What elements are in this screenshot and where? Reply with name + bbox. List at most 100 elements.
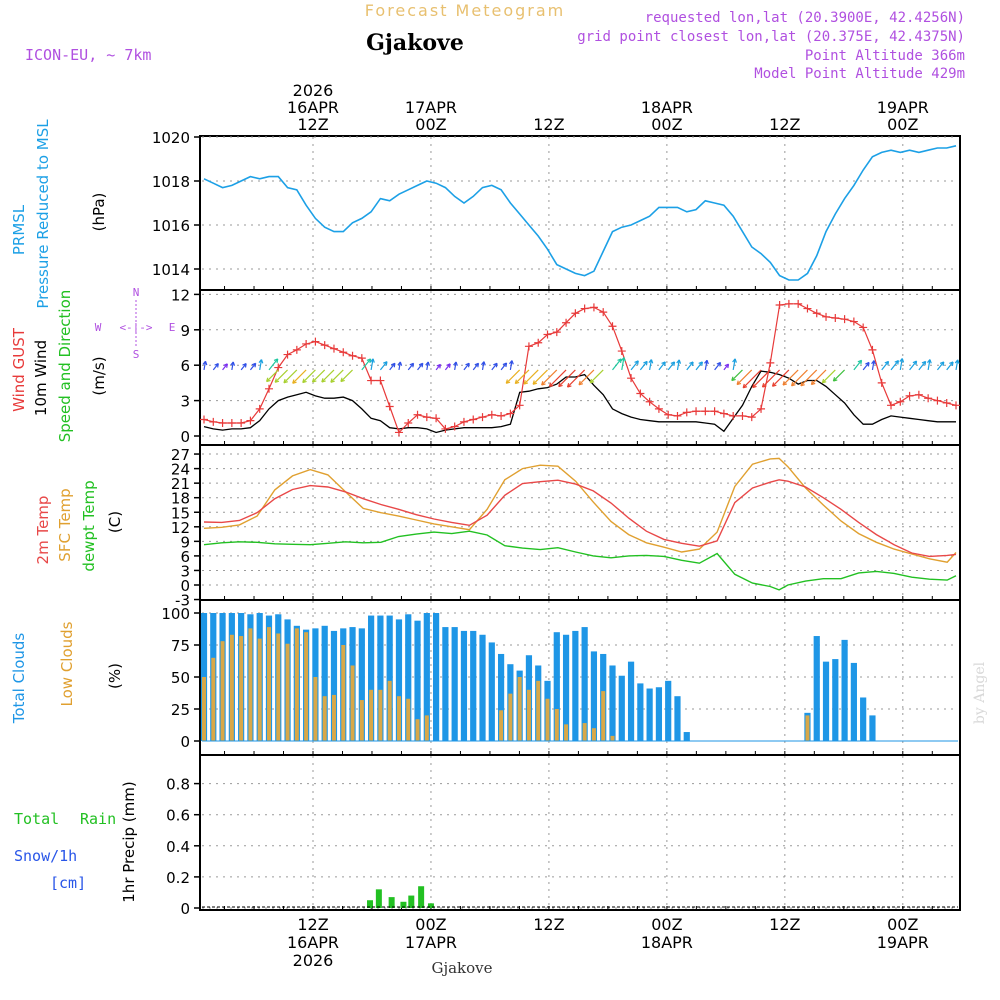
wind-gust-marker (394, 428, 403, 437)
wind-direction-arrowhead (954, 359, 960, 364)
wind-direction-arrow (881, 361, 889, 371)
low-cloud-bar (396, 696, 401, 741)
wind-direction-arrow (361, 358, 372, 371)
wind-direction-arrowhead (446, 363, 451, 368)
wind-direction-arrowhead (871, 360, 876, 365)
low-cloud-bar (285, 643, 290, 741)
wind-gust-marker (552, 328, 561, 337)
wind-direction-arrow (810, 369, 827, 385)
wind-direction-arrow (736, 369, 753, 385)
rain-bar (427, 903, 434, 908)
wind-legend-gust: Wind GUST (10, 327, 28, 412)
bottom-date-label: 00Z (651, 915, 682, 934)
wind-gust-marker (673, 411, 682, 420)
requested-coords: requested lon,lat (20.3900E, 42.4256N) (645, 10, 965, 26)
clouds-ytick-label: 50 (171, 669, 190, 687)
wind-direction-arrow (853, 359, 862, 371)
wind-gust-marker (784, 299, 793, 308)
low-cloud-bar (564, 724, 569, 741)
total-cloud-bar (460, 630, 468, 741)
low-cloud-bar (601, 691, 606, 741)
wind-direction-arrowhead (810, 380, 816, 386)
wind-gust-marker (849, 317, 858, 326)
wind-gust-marker (682, 408, 691, 417)
total-cloud-bar (488, 642, 495, 741)
precip-frame (199, 754, 961, 911)
wind-direction-arrow (567, 369, 586, 388)
wind-direction-arrow (491, 362, 498, 371)
low-cloud-bar (536, 680, 541, 741)
total-cloud-bar (386, 615, 393, 741)
dewpt-temp-line (203, 530, 957, 591)
temp-legend-dewpt: dewpt Temp (80, 480, 98, 571)
wind-gust-marker (840, 315, 849, 324)
temperature-ytick-label: 15 (171, 504, 190, 522)
low-cloud-bar (517, 677, 522, 741)
temperature-ytick-label: 9 (180, 533, 190, 551)
wind-direction-arrowhead (566, 383, 572, 388)
wind-direction-arrow (379, 361, 388, 371)
total-cloud-bar (655, 687, 663, 741)
wind-direction-arrow (340, 369, 353, 383)
wind-direction-arrow (330, 369, 344, 383)
wind-direction-arrowhead (330, 378, 335, 383)
temperature-ytick-label: 6 (180, 548, 190, 566)
wind-direction-arrow (283, 369, 298, 384)
wind-direction-arrow (312, 369, 326, 383)
wind-direction-arrowhead (493, 362, 498, 368)
wind-ytick-label: 6 (180, 357, 190, 375)
temperature-ytick-label: 0 (180, 577, 190, 595)
total-cloud-bar (832, 659, 839, 741)
wind-direction-arrow (500, 362, 508, 371)
wind-gust-marker (218, 419, 227, 428)
wind-direction-arrowhead (921, 360, 927, 366)
wind-gust-marker (311, 337, 320, 346)
wind-direction-arrowhead (884, 360, 890, 366)
low-cloud-bar (304, 632, 309, 741)
credit-watermark: by Angel (972, 661, 988, 724)
wind-direction-arrow (203, 361, 207, 371)
top-date-label: 12Z (533, 115, 564, 134)
wind-direction-arrowhead (736, 380, 742, 386)
precip-ytick-label: 0.4 (166, 838, 190, 856)
top-date-label: 00Z (887, 115, 918, 134)
wind-direction-arrowhead (532, 380, 538, 385)
total-cloud-bar (395, 619, 403, 741)
total-cloud-bar (432, 613, 440, 741)
wind-direction-arrow (686, 361, 694, 371)
wind-direction-arrow (821, 369, 836, 384)
wind-direction-arrowhead (465, 362, 470, 368)
wind-frame (199, 289, 961, 446)
low-cloud-bar (341, 645, 346, 741)
top-date-label: 19APR (877, 98, 929, 117)
low-cloud-bar (554, 709, 559, 741)
wind-direction-arrow (222, 363, 228, 371)
wind-gust-marker (246, 416, 255, 425)
wind-direction-arrow (704, 360, 708, 371)
sfc-temp-line (203, 457, 957, 563)
total-cloud-bar (451, 627, 458, 741)
wind-gust-marker (701, 407, 710, 416)
wind-legend-direction: Speed and Direction (56, 290, 74, 443)
wind-gust-marker (729, 411, 738, 420)
wind-direction-arrowhead (732, 358, 737, 363)
wind-direction-arrowhead (676, 359, 682, 364)
pressure-line (203, 145, 957, 281)
low-cloud-bar (229, 634, 234, 741)
wind-direction-arrow (791, 369, 808, 387)
rain-bar (400, 901, 407, 908)
wind-direction-arrow (649, 359, 653, 371)
total-cloud-bar (813, 636, 820, 741)
location-title: Gjakove (366, 30, 464, 56)
wind-gust-marker (654, 404, 663, 413)
temperature-ytick-label: 12 (171, 519, 190, 537)
wind-direction-arrowhead (661, 361, 666, 366)
wind-direction-arrowhead (704, 359, 709, 365)
wind-direction-arrowhead (912, 360, 918, 366)
wind-direction-arrowhead (894, 360, 900, 365)
wind-direction-arrowhead (724, 363, 730, 369)
wind-gust-marker (822, 312, 831, 321)
wind-direction-arrowhead (620, 357, 626, 362)
precip-ytick-label: 0.2 (166, 869, 190, 887)
